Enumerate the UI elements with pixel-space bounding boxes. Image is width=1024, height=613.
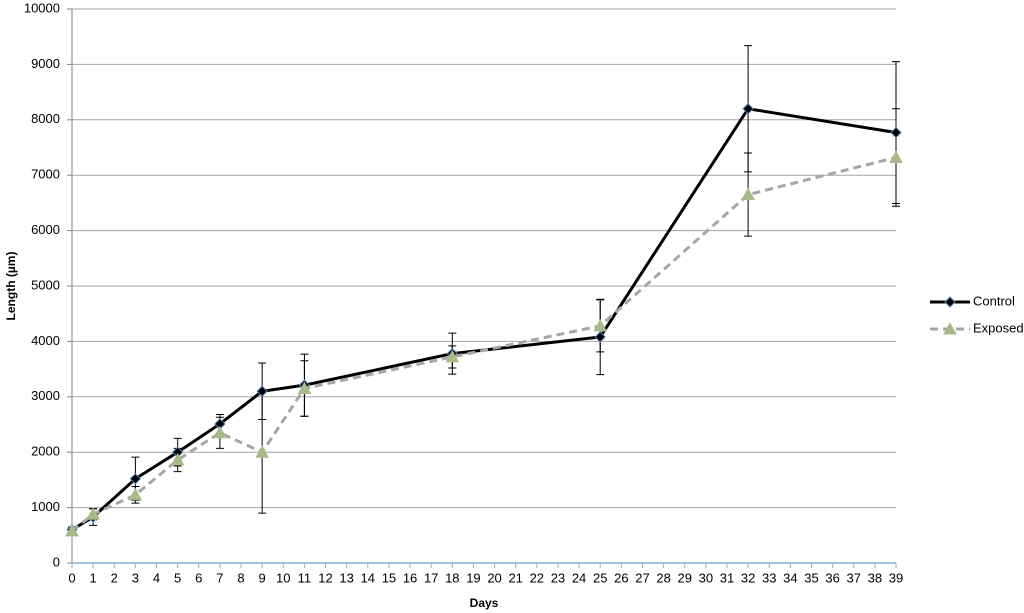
y-tick-label: 4000 <box>31 333 60 348</box>
x-tick-label: 23 <box>551 570 565 585</box>
series-line <box>71 107 897 532</box>
x-tick-label: 5 <box>174 570 181 585</box>
x-tick-label: 3 <box>132 570 139 585</box>
x-tick-label: 36 <box>825 570 839 585</box>
x-tick-label: 24 <box>572 570 586 585</box>
x-tick-label: 4 <box>153 570 160 585</box>
marker <box>297 381 312 394</box>
x-tick-label: 38 <box>868 570 882 585</box>
legend-marker <box>944 296 956 308</box>
x-tick-label: 33 <box>762 570 776 585</box>
x-tick-label: 35 <box>804 570 818 585</box>
x-tick-label: 21 <box>508 570 522 585</box>
x-tick-label: 8 <box>237 570 244 585</box>
x-tick-label: 39 <box>889 570 903 585</box>
y-tick-label: 6000 <box>31 222 60 237</box>
marker <box>741 187 755 201</box>
marker <box>445 349 460 363</box>
x-tick-label: 31 <box>720 570 734 585</box>
y-tick-label: 7000 <box>31 167 60 182</box>
legend-marker <box>943 321 957 335</box>
x-tick-label: 10 <box>276 570 290 585</box>
marker <box>129 473 142 485</box>
y-tick-label: 8000 <box>31 111 60 126</box>
x-tick-label: 28 <box>656 570 670 585</box>
marker <box>889 150 903 163</box>
y-tick-label: 9000 <box>31 56 60 71</box>
x-tick-label: 1 <box>90 570 97 585</box>
y-tick-label: 2000 <box>31 444 60 459</box>
y-tick-label: 0 <box>53 554 60 569</box>
y-tick-label: 5000 <box>31 277 60 292</box>
x-tick-label: 0 <box>68 570 75 585</box>
x-axis-title: Days <box>470 596 499 610</box>
marker <box>128 487 143 501</box>
marker <box>593 318 608 332</box>
x-tick-label: 37 <box>847 570 861 585</box>
x-tick-label: 12 <box>318 570 332 585</box>
x-tick-label: 20 <box>487 570 501 585</box>
x-tick-label: 9 <box>259 570 266 585</box>
x-tick-label: 11 <box>298 570 312 585</box>
x-tick-label: 6 <box>195 570 202 585</box>
x-tick-label: 2 <box>111 570 118 585</box>
x-tick-label: 15 <box>382 570 396 585</box>
marker <box>255 445 269 458</box>
x-tick-label: 26 <box>614 570 628 585</box>
marker <box>86 507 100 520</box>
x-tick-label: 30 <box>699 570 713 585</box>
x-tick-label: 22 <box>530 570 544 585</box>
y-tick-label: 10000 <box>24 0 60 15</box>
marker <box>890 126 902 139</box>
x-tick-label: 19 <box>466 570 480 585</box>
x-tick-label: 7 <box>216 570 223 585</box>
x-tick-label: 34 <box>783 570 797 585</box>
marker <box>65 523 79 537</box>
legend-label: Control <box>973 293 1015 308</box>
legend-label: Exposed <box>973 320 1024 335</box>
x-tick-label: 16 <box>403 570 417 585</box>
x-tick-label: 18 <box>445 570 459 585</box>
x-tick-label: 27 <box>635 570 649 585</box>
series-line <box>71 156 897 533</box>
x-tick-label: 25 <box>593 570 607 585</box>
x-tick-label: 17 <box>424 570 438 585</box>
y-tick-label: 1000 <box>31 499 60 514</box>
marker <box>594 331 606 343</box>
x-tick-label: 32 <box>741 570 755 585</box>
marker <box>742 103 754 115</box>
marker <box>256 385 268 397</box>
y-tick-label: 3000 <box>31 388 60 403</box>
marker <box>213 425 227 439</box>
marker <box>170 452 185 466</box>
x-tick-label: 14 <box>361 570 375 585</box>
y-axis-title: Length (µm) <box>4 252 18 321</box>
x-tick-label: 13 <box>339 570 353 585</box>
x-tick-label: 29 <box>677 570 691 585</box>
